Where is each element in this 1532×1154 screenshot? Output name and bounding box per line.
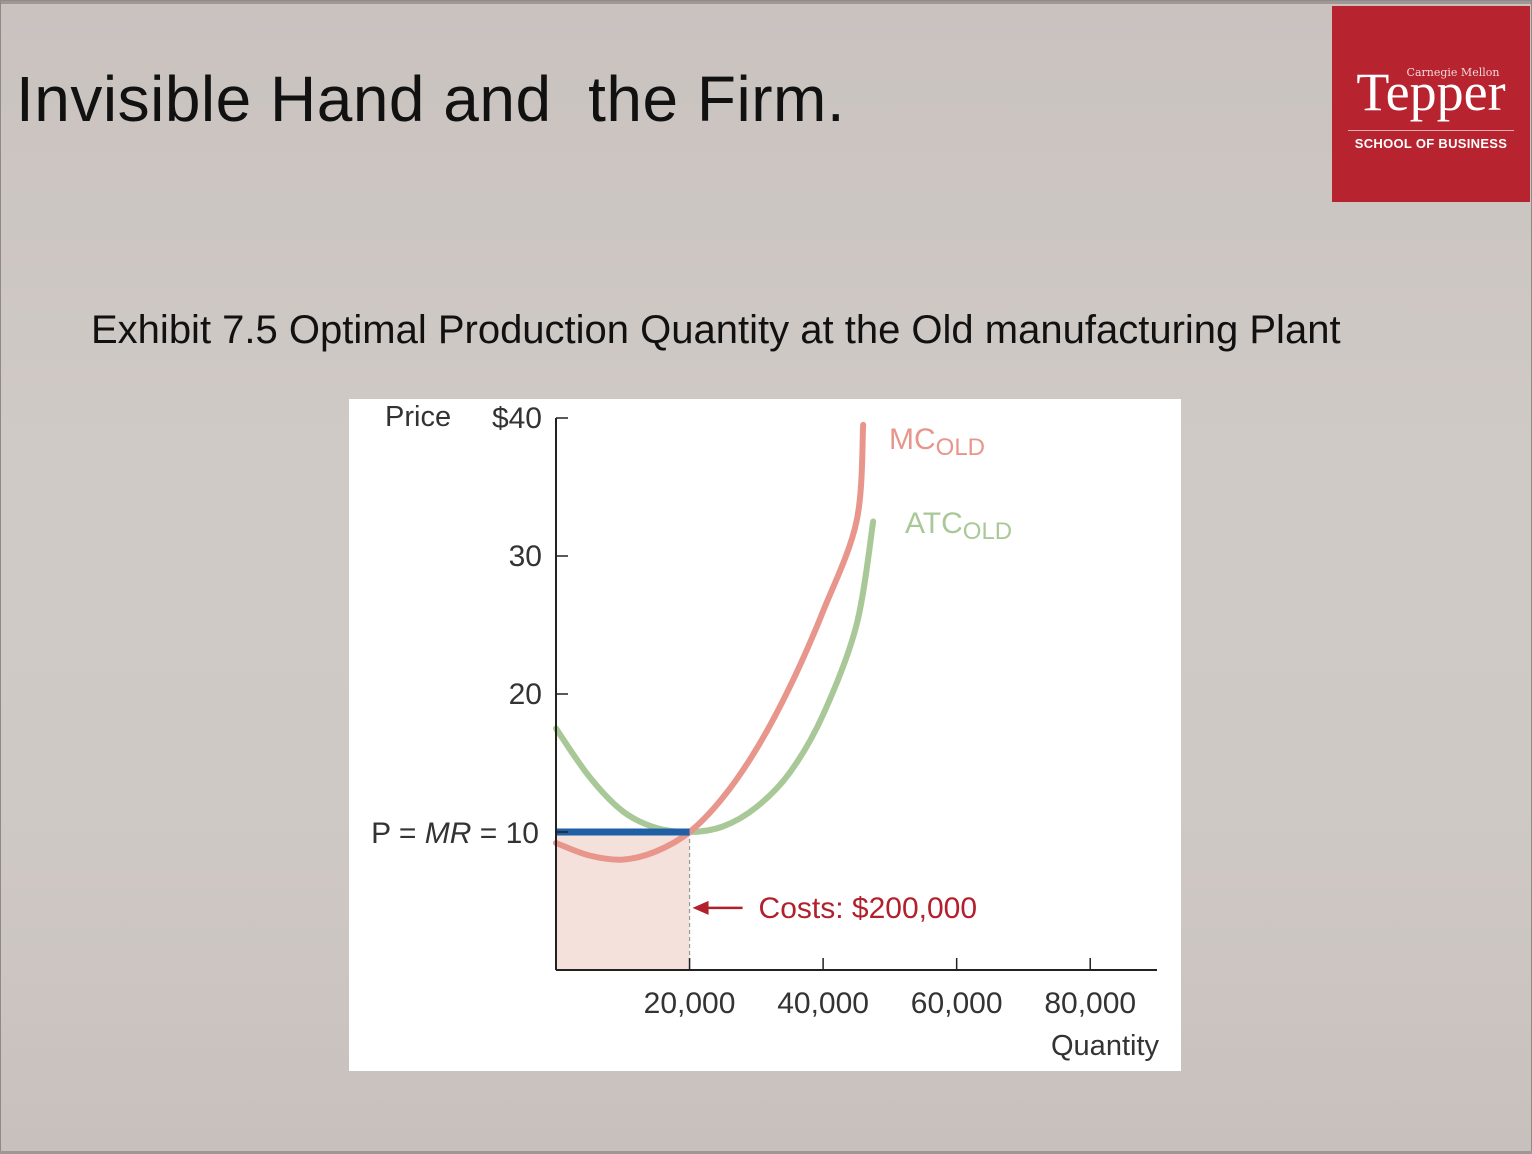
logo-divider	[1348, 130, 1514, 131]
chart-panel: $40 30 20 Price P = MR = 10 20,000 40,000 60,00…	[349, 399, 1181, 1071]
chart-svg: $40 30 20 Price P = MR = 10 20,000 40,000 60,00…	[371, 401, 1159, 1062]
slide-top-bar	[0, 0, 1532, 4]
slide-title: Invisible Hand and the Firm.	[16, 63, 846, 135]
x-tick-label: 40,000	[777, 987, 869, 1020]
y-tick-label: $40	[492, 402, 542, 435]
logo-top-line: Carnegie Mellon	[1406, 66, 1500, 79]
y-tick-label: 30	[509, 540, 542, 573]
y-axis-label: Price	[385, 401, 451, 433]
mc-curve	[553, 421, 867, 863]
atc-label: ATCOLD	[905, 507, 1012, 545]
exhibit-title: Exhibit 7.5 Optimal Production Quantity …	[91, 308, 1341, 352]
x-tick-label: 80,000	[1044, 987, 1136, 1020]
price-line-label: P = MR = 10	[371, 817, 539, 850]
mc-label: MCOLD	[889, 423, 985, 461]
logo-bottom-line: SCHOOL OF BUSINESS	[1354, 136, 1508, 151]
x-tick-label: 20,000	[644, 987, 736, 1020]
costs-annotation: Costs: $200,000	[759, 892, 977, 925]
slide-bottom-bar	[0, 1151, 1532, 1154]
x-tick-label: 60,000	[911, 987, 1003, 1020]
costs-arrow-head	[692, 900, 709, 915]
atc-curve	[553, 518, 877, 836]
y-tick-label: 20	[509, 678, 542, 711]
x-axis-label: Quantity	[1051, 1030, 1159, 1062]
tepper-logo: Carnegie Mellon Tepper SCHOOL OF BUSINES…	[1332, 6, 1530, 202]
logo-name: Tepper	[1356, 62, 1506, 122]
